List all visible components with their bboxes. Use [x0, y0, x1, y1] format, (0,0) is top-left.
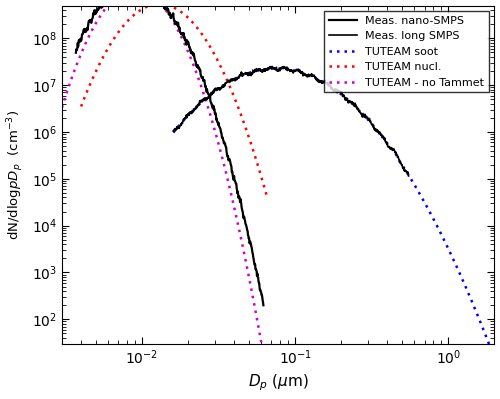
TUTEAM soot: [293, 69, 299, 73]
TUTEAM nucl.: [226, 83, 232, 87]
TUTEAM soot: [363, 115, 369, 120]
TUTEAM - no Tammet: [80, 48, 86, 53]
Legend: Meas. nano-SMPS, Meas. long SMPS, TUTEAM soot, TUTEAM nucl., TUTEAM - no Tammet: Meas. nano-SMPS, Meas. long SMPS, TUTEAM…: [324, 11, 489, 92]
TUTEAM - no Tammet: [59, 105, 65, 110]
Meas. long SMPS: [320, 79, 326, 84]
Meas. nano-SMPS: [162, 6, 168, 11]
TUTEAM - no Tammet: [196, 77, 202, 82]
TUTEAM nucl.: [97, 61, 103, 65]
Meas. nano-SMPS: [73, 50, 79, 55]
Line: TUTEAM nucl.: TUTEAM nucl.: [81, 4, 266, 195]
TUTEAM nucl.: [160, 2, 166, 7]
Line: TUTEAM soot: TUTEAM soot: [174, 69, 494, 358]
Meas. nano-SMPS: [174, 23, 180, 28]
Line: Meas. long SMPS: Meas. long SMPS: [174, 67, 408, 176]
TUTEAM nucl.: [156, 2, 162, 6]
Meas. long SMPS: [184, 112, 190, 117]
Meas. nano-SMPS: [260, 303, 266, 308]
Meas. long SMPS: [406, 174, 411, 178]
Meas. long SMPS: [170, 128, 176, 133]
TUTEAM soot: [273, 66, 279, 71]
X-axis label: $D_p$ ($\mu$m): $D_p$ ($\mu$m): [248, 373, 308, 393]
TUTEAM - no Tammet: [214, 138, 220, 142]
TUTEAM soot: [228, 78, 234, 83]
Meas. long SMPS: [373, 128, 379, 133]
TUTEAM soot: [170, 130, 176, 135]
Y-axis label: dN/dlog$p$$D_p$  (cm$^{-3}$): dN/dlog$p$$D_p$ (cm$^{-3}$): [6, 110, 26, 240]
Meas. long SMPS: [314, 77, 320, 82]
Meas. long SMPS: [349, 101, 355, 106]
Line: TUTEAM - no Tammet: TUTEAM - no Tammet: [62, 0, 261, 342]
Meas. nano-SMPS: [256, 281, 262, 286]
Meas. nano-SMPS: [227, 158, 233, 163]
TUTEAM nucl.: [264, 193, 270, 198]
TUTEAM soot: [410, 180, 416, 185]
TUTEAM nucl.: [223, 75, 229, 80]
TUTEAM soot: [434, 224, 440, 229]
TUTEAM soot: [379, 134, 385, 139]
TUTEAM - no Tammet: [258, 340, 264, 344]
TUTEAM soot: [492, 356, 498, 361]
Line: Meas. nano-SMPS: Meas. nano-SMPS: [76, 0, 264, 305]
TUTEAM - no Tammet: [218, 151, 224, 156]
Meas. long SMPS: [307, 73, 313, 78]
TUTEAM nucl.: [78, 104, 84, 109]
TUTEAM nucl.: [153, 2, 159, 7]
Meas. long SMPS: [269, 64, 275, 69]
Meas. nano-SMPS: [185, 40, 191, 45]
TUTEAM nucl.: [206, 42, 212, 47]
Meas. nano-SMPS: [164, 6, 170, 11]
